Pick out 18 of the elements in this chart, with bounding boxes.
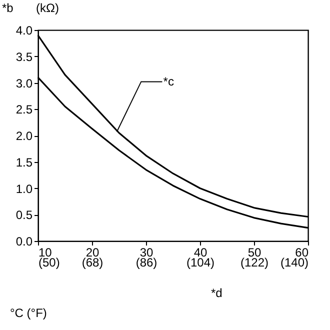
y-tick-label: 1.5	[16, 155, 33, 170]
x2-tick-label: (50)	[38, 256, 60, 270]
x-axis-title: *d	[211, 286, 222, 300]
x2-tick-label: (140)	[280, 256, 308, 270]
text: °C (°F)	[10, 306, 47, 320]
y-tick-label: 2.5	[16, 102, 33, 117]
text: (kΩ)	[36, 1, 59, 15]
y-tick-label: 3.5	[16, 50, 33, 64]
y-tick-label: 0.0	[16, 234, 33, 248]
y-tick-label: 4.0	[16, 24, 33, 38]
y-tick-label: 3.0	[16, 76, 33, 90]
x2-tick-label: (86)	[136, 256, 158, 270]
y-tick-label: 0.5	[16, 208, 33, 222]
y-axis-title: *b	[2, 1, 14, 15]
annotation: *c	[163, 74, 174, 89]
x2-tick-label: (68)	[82, 256, 104, 270]
y-tick-label: 2.0	[16, 129, 33, 143]
y-tick-label: 1.0	[16, 182, 33, 196]
